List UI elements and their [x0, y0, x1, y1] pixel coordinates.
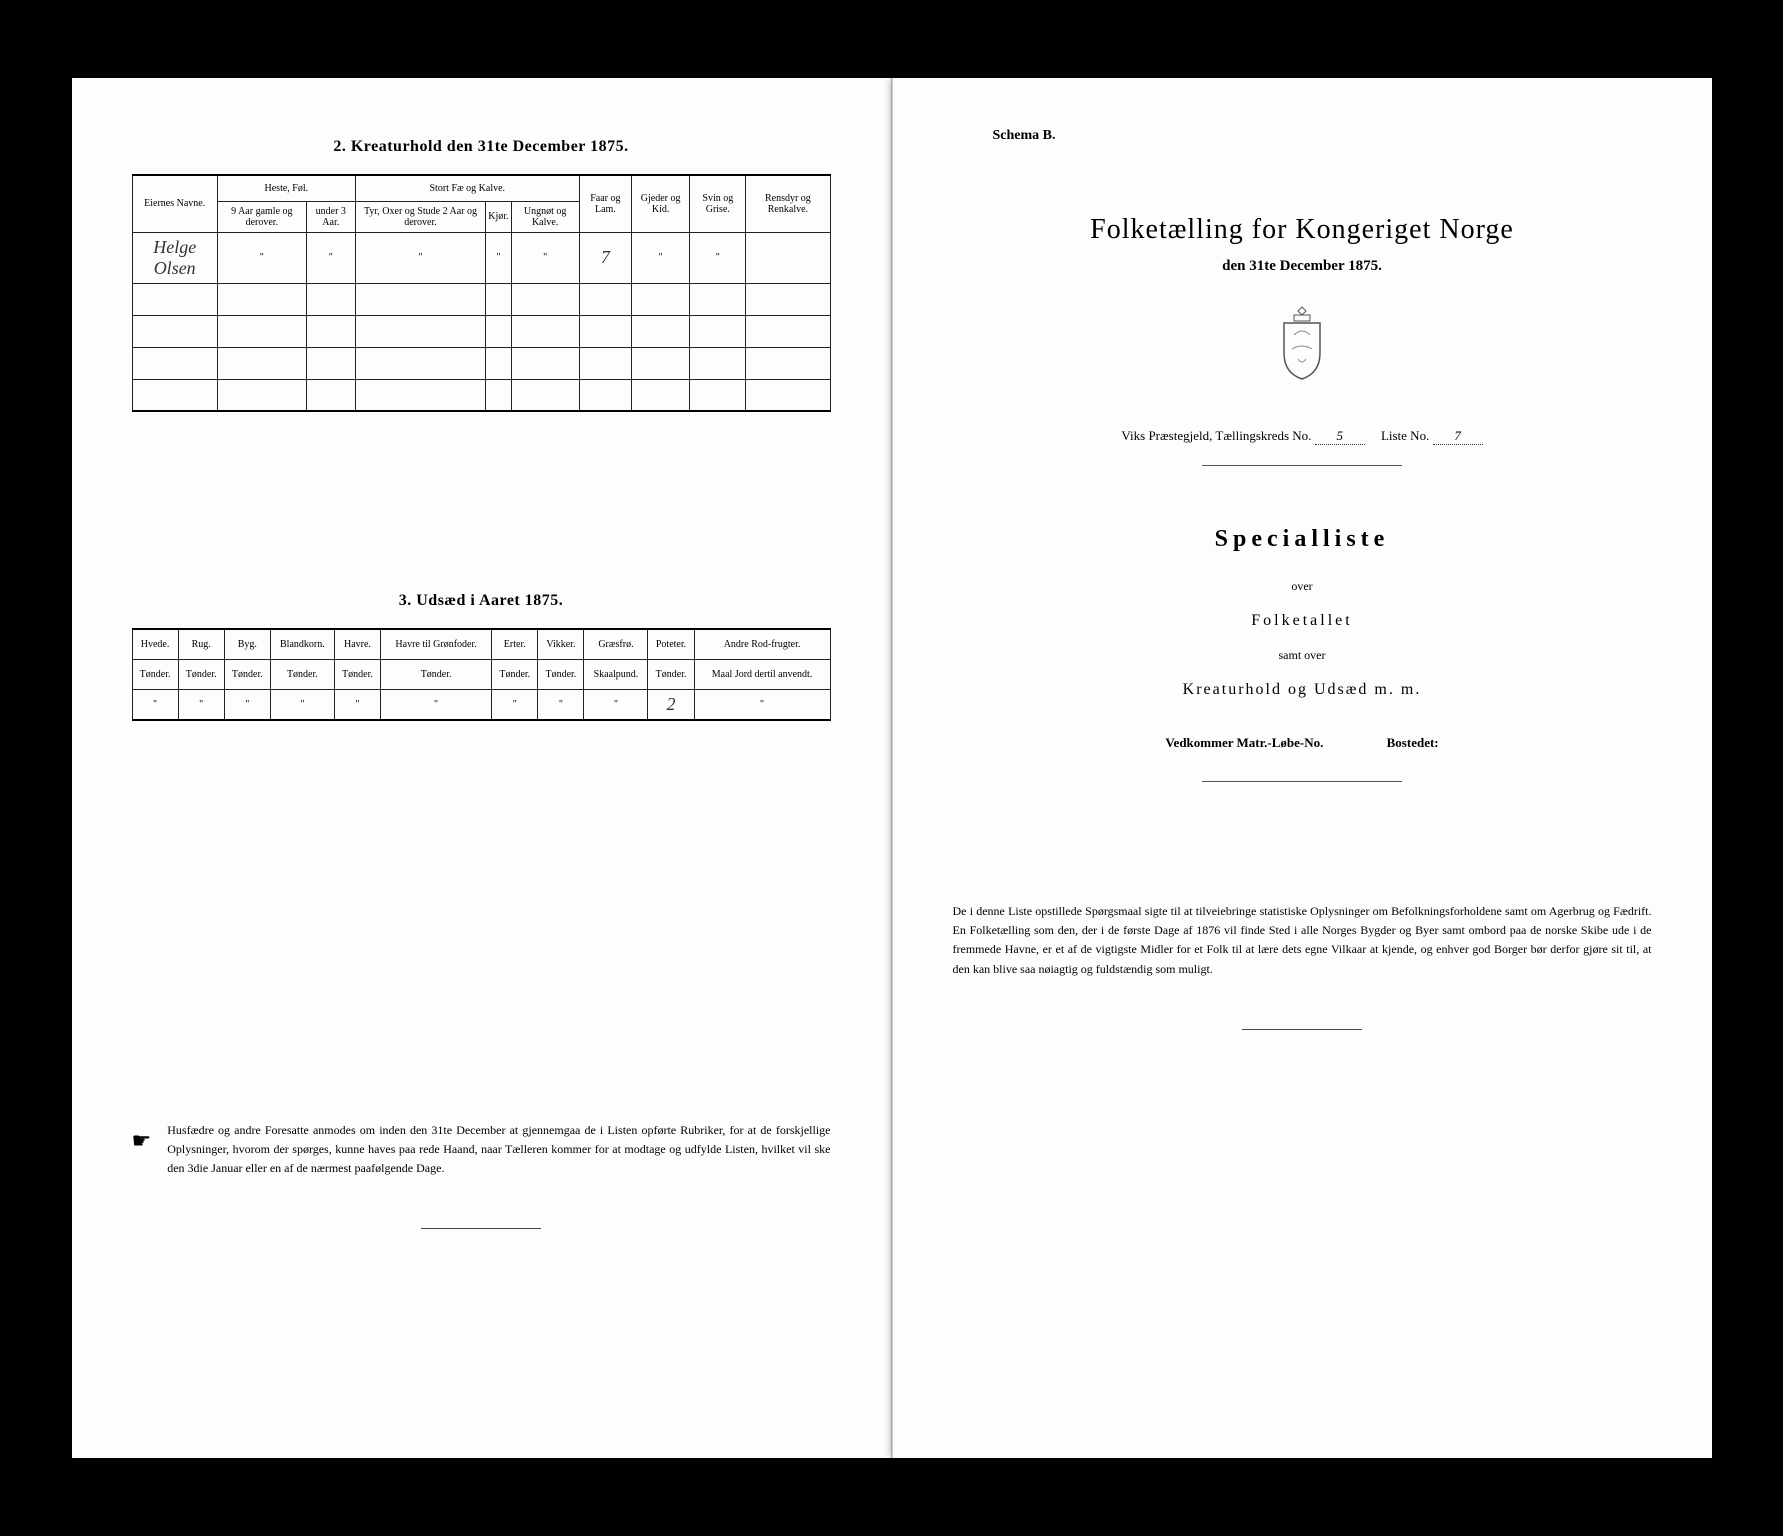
th-stort-a: Tyr, Oxer og Stude 2 Aar og derover.	[355, 201, 485, 232]
th-heste-b: under 3 Aar.	[306, 201, 355, 232]
th-sub: Maal Jord dertil anvendt.	[694, 659, 830, 689]
cell: "	[178, 689, 224, 720]
th: Blandkorn.	[270, 629, 334, 659]
cell: "	[538, 689, 584, 720]
th-sub: Tønder.	[178, 659, 224, 689]
th-sub: Tønder.	[270, 659, 334, 689]
th-sub: Tønder.	[381, 659, 492, 689]
kreds-no: 5	[1315, 428, 1365, 445]
footer-text: Husfædre og andre Foresatte anmodes om i…	[167, 1121, 830, 1179]
vedk-a: Vedkommer Matr.-Løbe-No.	[1165, 735, 1323, 751]
liste-no: 7	[1433, 428, 1483, 445]
cell: "	[694, 689, 830, 720]
cell: "	[631, 232, 689, 283]
th-sub: Tønder.	[224, 659, 270, 689]
th: Rug.	[178, 629, 224, 659]
vedkommer-line: Vedkommer Matr.-Løbe-No. Bostedet:	[953, 735, 1652, 751]
section2-title: 2. Kreaturhold den 31te December 1875.	[132, 138, 831, 156]
cell-name: Helge Olsen	[132, 232, 217, 283]
document-spread: 2. Kreaturhold den 31te December 1875. E…	[32, 38, 1752, 1498]
th-stort: Stort Fæ og Kalve.	[355, 175, 579, 201]
divider	[1202, 781, 1402, 782]
th-heste: Heste, Føl.	[217, 175, 355, 201]
table-row	[132, 315, 830, 347]
cell: "	[224, 689, 270, 720]
th-sub: Tønder.	[132, 659, 178, 689]
right-footer-text: De i denne Liste opstillede Spørgsmaal s…	[953, 902, 1652, 979]
cell: "	[270, 689, 334, 720]
th-faar: Faar og Lam.	[579, 175, 631, 232]
schema-label: Schema B.	[993, 128, 1652, 144]
section3-title: 3. Udsæd i Aaret 1875.	[132, 592, 831, 610]
table-row	[132, 379, 830, 411]
th-sub: Tønder.	[334, 659, 380, 689]
cell: "	[306, 232, 355, 283]
cell: "	[486, 232, 511, 283]
parish-label: Viks Præstegjeld, Tællingskreds No.	[1121, 428, 1311, 443]
left-page: 2. Kreaturhold den 31te December 1875. E…	[72, 78, 892, 1458]
th-stort-b: Kjør.	[486, 201, 511, 232]
cell: "	[511, 232, 579, 283]
kreatur-label: Kreaturhold og Udsæd m. m.	[953, 681, 1652, 699]
th-sub: Tønder.	[648, 659, 694, 689]
th-heste-a: 9 Aar gamle og derover.	[217, 201, 306, 232]
cell: 2	[648, 689, 694, 720]
udsaed-table: Hvede. Rug. Byg. Blandkorn. Havre. Havre…	[132, 628, 831, 721]
divider	[421, 1228, 541, 1229]
vedk-b: Bostedet:	[1387, 735, 1439, 751]
pointing-hand-icon: ☛	[132, 1123, 152, 1179]
divider	[1202, 465, 1402, 466]
cell: "	[355, 232, 485, 283]
th-sub: Skaalpund.	[584, 659, 648, 689]
cell	[746, 232, 830, 283]
page-subtitle: den 31te December 1875.	[953, 258, 1652, 275]
cell: "	[334, 689, 380, 720]
cell: 7	[579, 232, 631, 283]
table-row: " " " " " " " " " 2 "	[132, 689, 830, 720]
divider	[1242, 1029, 1362, 1030]
th-svin: Svin og Grise.	[690, 175, 746, 232]
th-gjeder: Gjeder og Kid.	[631, 175, 689, 232]
th-ren: Rensdyr og Renkalve.	[746, 175, 830, 232]
table-row	[132, 347, 830, 379]
folketallet-label: Folketallet	[953, 612, 1652, 630]
th: Byg.	[224, 629, 270, 659]
th-stort-c: Ungnøt og Kalve.	[511, 201, 579, 232]
over-label: over	[953, 579, 1652, 594]
th-name: Eiernes Navne.	[132, 175, 217, 232]
cell: "	[132, 689, 178, 720]
page-title: Folketælling for Kongeriget Norge	[953, 214, 1652, 246]
cell: "	[690, 232, 746, 283]
th: Havre.	[334, 629, 380, 659]
th-sub: Tønder.	[538, 659, 584, 689]
th-sub: Tønder.	[492, 659, 538, 689]
th: Græsfrø.	[584, 629, 648, 659]
parish-line: Viks Præstegjeld, Tællingskreds No. 5 Li…	[953, 428, 1652, 445]
right-page: Schema B. Folketælling for Kongeriget No…	[892, 78, 1712, 1458]
table-row	[132, 283, 830, 315]
coat-of-arms-icon	[953, 305, 1652, 388]
cell: "	[492, 689, 538, 720]
specialliste-heading: Specialliste	[953, 526, 1652, 553]
th: Poteter.	[648, 629, 694, 659]
th: Erter.	[492, 629, 538, 659]
kreaturhold-table: Eiernes Navne. Heste, Føl. Stort Fæ og K…	[132, 174, 831, 412]
cell: "	[584, 689, 648, 720]
th: Andre Rod-frugter.	[694, 629, 830, 659]
samt-label: samt over	[953, 648, 1652, 663]
left-footer-note: ☛ Husfædre og andre Foresatte anmodes om…	[132, 1121, 831, 1179]
th: Hvede.	[132, 629, 178, 659]
table-row: Helge Olsen " " " " " 7 " "	[132, 232, 830, 283]
th: Havre til Grønfoder.	[381, 629, 492, 659]
cell: "	[381, 689, 492, 720]
liste-label: Liste No.	[1381, 428, 1429, 443]
th: Vikker.	[538, 629, 584, 659]
cell: "	[217, 232, 306, 283]
